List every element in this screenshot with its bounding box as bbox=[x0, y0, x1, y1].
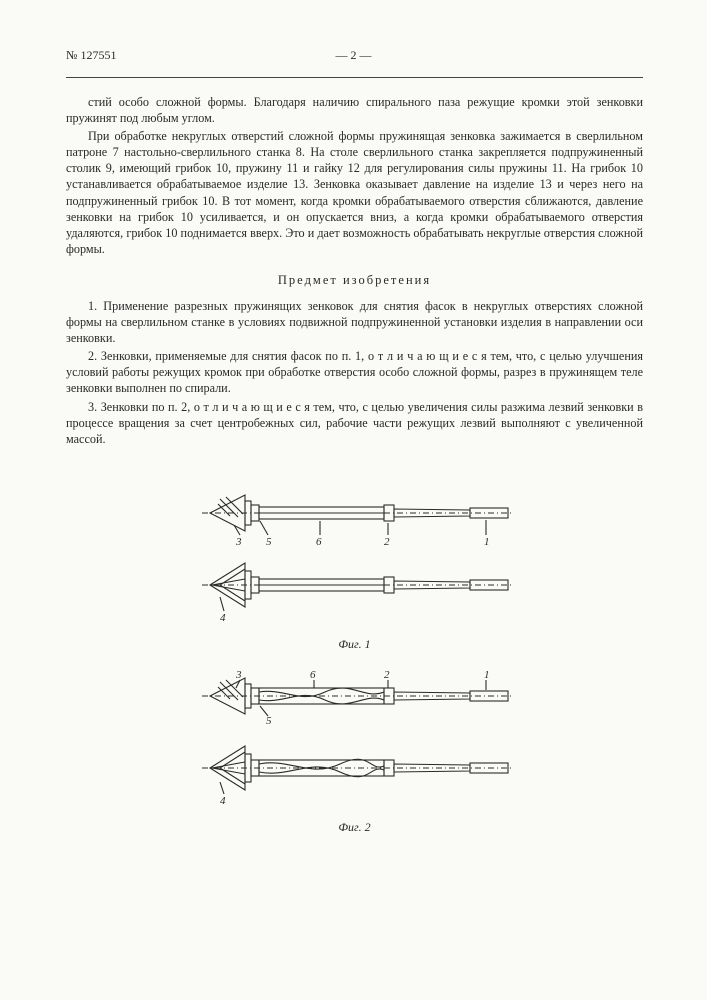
paragraph-1: стий особо сложной формы. Благодаря нали… bbox=[66, 94, 643, 126]
fig1-label-1: 1 bbox=[484, 536, 490, 548]
fig1-tool-top: 3 5 6 2 1 bbox=[202, 495, 514, 548]
header-right-spacer bbox=[640, 48, 643, 63]
figure-1: 3 5 6 2 1 bbox=[190, 483, 520, 652]
figures-block: 3 5 6 2 1 bbox=[66, 483, 643, 835]
fig2-label-3: 3 bbox=[235, 669, 242, 681]
claim-3: 3. Зенковки по п. 2, о т л и ч а ю щ и е… bbox=[66, 399, 643, 447]
patent-number: № 127551 bbox=[66, 48, 116, 63]
fig1-tool-bottom: 4 bbox=[202, 563, 514, 624]
fig1-label-5: 5 bbox=[266, 536, 272, 548]
header-rule bbox=[66, 77, 643, 78]
fig2-tool-top: 3 6 2 1 5 bbox=[202, 669, 514, 727]
fig2-label-5: 5 bbox=[266, 715, 272, 727]
page-number: — 2 — bbox=[336, 48, 372, 63]
figure-2-caption: Фиг. 2 bbox=[190, 820, 520, 835]
body-text: стий особо сложной формы. Благодаря нали… bbox=[66, 94, 643, 257]
figure-2: 3 6 2 1 5 bbox=[190, 666, 520, 835]
fig2-label-2: 2 bbox=[384, 669, 390, 681]
figure-2-svg: 3 6 2 1 5 bbox=[190, 666, 520, 816]
claims-block: 1. Применение разрезных пружинящих зенко… bbox=[66, 298, 643, 447]
claim-2: 2. Зенковки, применяемые для снятия фасо… bbox=[66, 348, 643, 396]
fig2-tool-bottom: 4 bbox=[202, 746, 514, 807]
claim-1: 1. Применение разрезных пружинящих зенко… bbox=[66, 298, 643, 346]
page-header: № 127551 — 2 — bbox=[66, 48, 643, 63]
fig2-label-1: 1 bbox=[484, 669, 490, 681]
paragraph-2: При обработке некруглых отверстий сложно… bbox=[66, 128, 643, 257]
fig1-label-6: 6 bbox=[316, 536, 322, 548]
fig1-label-2: 2 bbox=[384, 536, 390, 548]
fig2-label-6: 6 bbox=[310, 669, 316, 681]
fig1-label-4: 4 bbox=[220, 612, 226, 624]
fig2-label-4: 4 bbox=[220, 795, 226, 807]
figure-1-caption: Фиг. 1 bbox=[190, 637, 520, 652]
claims-title: Предмет изобретения bbox=[66, 273, 643, 288]
fig1-label-3: 3 bbox=[235, 536, 242, 548]
figure-1-svg: 3 5 6 2 1 bbox=[190, 483, 520, 633]
page: № 127551 — 2 — стий особо сложной формы.… bbox=[0, 0, 707, 1000]
